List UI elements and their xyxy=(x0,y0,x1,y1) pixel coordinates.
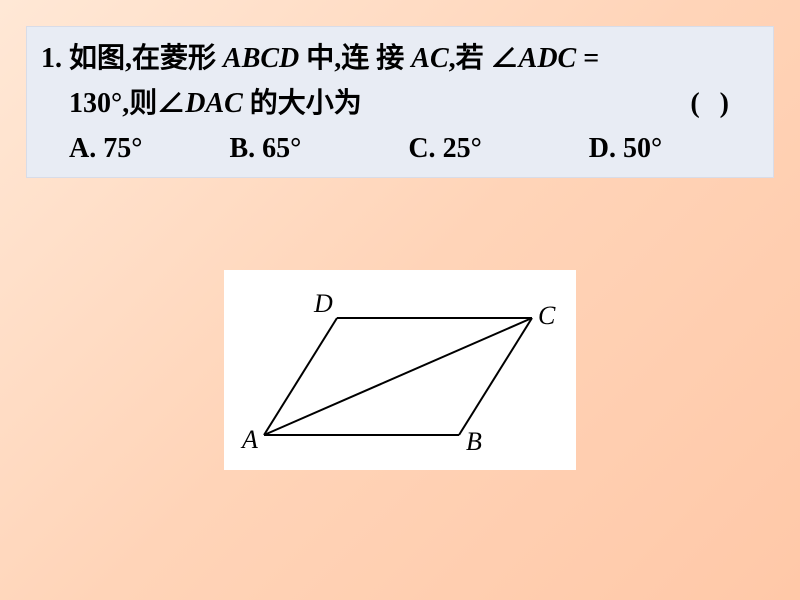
edge-AC xyxy=(264,318,532,435)
edge-DA xyxy=(264,318,337,435)
question-box: 1. 如图,在菱形 ABCD 中,连 接 AC,若 ∠ADC = 130°,则∠… xyxy=(26,26,774,178)
text-part1: 如图,在菱形 xyxy=(69,43,223,74)
abcd: ABCD xyxy=(223,43,299,74)
vertex-label-D: D xyxy=(313,289,333,318)
edge-BC xyxy=(459,318,532,435)
vertex-label-A: A xyxy=(240,425,258,454)
text-part4: = xyxy=(576,43,599,74)
vertex-label-C: C xyxy=(538,301,556,330)
answer-blank: () xyxy=(690,82,749,127)
text-part2: 中,连 接 xyxy=(299,43,411,74)
ac: AC xyxy=(411,43,448,74)
question-line2: 130°,则∠DAC 的大小为 xyxy=(41,88,362,119)
figure-labels: A B C D xyxy=(240,289,556,456)
rhombus-figure: A B C D xyxy=(224,270,576,470)
question-number: 1. xyxy=(41,43,62,74)
option-a: A. 75° xyxy=(69,133,142,165)
angle-value: 130° xyxy=(69,88,122,119)
option-c: C. 25° xyxy=(408,133,481,165)
line2-text2: 的大小为 xyxy=(243,88,362,119)
adc: ADC xyxy=(519,43,577,74)
figure-edges xyxy=(264,318,532,435)
vertex-label-B: B xyxy=(466,427,482,456)
text-part3: ,若 ∠ xyxy=(449,43,519,74)
option-b: B. 65° xyxy=(229,133,301,165)
options-row: A. 75° B. 65° C. 25° D. 50° xyxy=(41,133,759,165)
option-d: D. 50° xyxy=(589,133,662,165)
dac: DAC xyxy=(185,88,243,119)
question-text: 1. 如图,在菱形 ABCD 中,连 接 AC,若 ∠ADC = 130°,则∠… xyxy=(41,37,759,127)
rhombus-svg: A B C D xyxy=(224,270,576,470)
line2-text1: ,则∠ xyxy=(122,88,185,119)
